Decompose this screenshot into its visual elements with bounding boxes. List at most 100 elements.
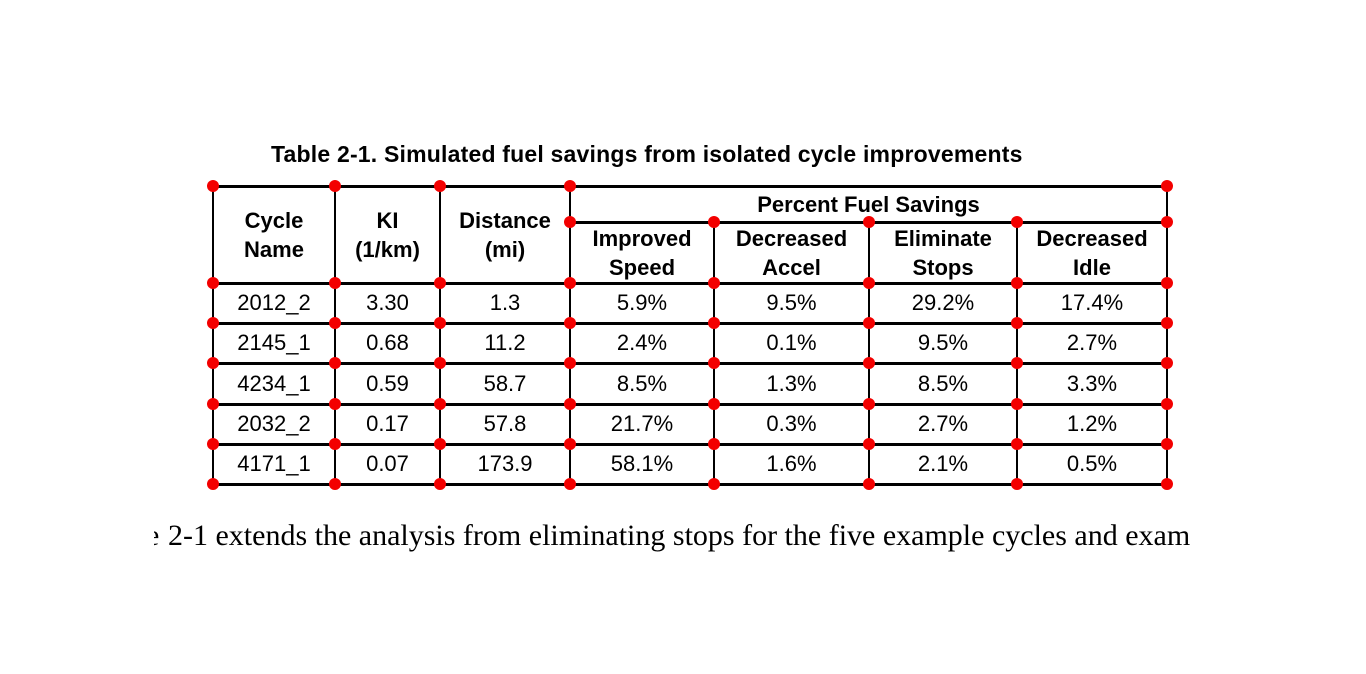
table-cell: 2.7%: [917, 411, 969, 436]
grid-keypoint-dot: [1011, 438, 1023, 450]
table-cell: 0.17: [366, 411, 409, 436]
grid-keypoint-dot: [1011, 277, 1023, 289]
grid-keypoint-dot: [329, 438, 341, 450]
grid-keypoint-dot: [564, 398, 576, 410]
grid-keypoint-dot: [1011, 357, 1023, 369]
table-cell: 58.1%: [610, 451, 674, 476]
table-cell: 2032_2: [237, 411, 311, 436]
table-cell: 17.4%: [1060, 290, 1124, 315]
grid-keypoint-dot: [564, 317, 576, 329]
grid-keypoint-dot: [207, 478, 219, 490]
table-cell: 5.9%: [616, 290, 668, 315]
grid-keypoint-dot: [207, 277, 219, 289]
grid-keypoint-dot: [708, 277, 720, 289]
table-border-line: [212, 442, 1168, 446]
grid-keypoint-dot: [863, 478, 875, 490]
table-cell: 2.7%: [1066, 330, 1118, 355]
grid-keypoint-dot: [434, 398, 446, 410]
grid-keypoint-dot: [329, 398, 341, 410]
grid-keypoint-dot: [207, 180, 219, 192]
grid-keypoint-dot: [564, 478, 576, 490]
grid-keypoint-dot: [1161, 277, 1173, 289]
table-cell: 57.8: [483, 411, 527, 436]
grid-keypoint-dot: [434, 277, 446, 289]
grid-keypoint-dot: [329, 277, 341, 289]
table-border-line: [1166, 184, 1168, 486]
grid-keypoint-dot: [708, 398, 720, 410]
grid-keypoint-dot: [564, 357, 576, 369]
grid-keypoint-dot: [329, 357, 341, 369]
table-border-line: [334, 184, 336, 486]
column-header: KI (1/km): [355, 207, 420, 262]
clipped-word-fragment: e: [154, 518, 162, 553]
table-cell: 3.30: [366, 290, 409, 315]
table-border-line: [1016, 220, 1018, 486]
grid-keypoint-dot: [863, 216, 875, 228]
table-cell: 3.3%: [1066, 370, 1118, 396]
table-caption: Table 2-1. Simulated fuel savings from i…: [271, 141, 1023, 167]
table-cell: 4171_1: [237, 451, 311, 476]
table-border-line: [212, 281, 1168, 285]
group-header: Percent Fuel Savings: [757, 191, 980, 217]
grid-keypoint-dot: [434, 478, 446, 490]
table-cell: 1.3%: [766, 370, 817, 396]
table-cell: 8.5%: [917, 370, 969, 396]
table-border-line: [439, 184, 441, 486]
grid-keypoint-dot: [1161, 398, 1173, 410]
grid-keypoint-dot: [1161, 478, 1173, 490]
table-cell: 1.3: [489, 290, 521, 315]
table-cell: 21.7%: [610, 411, 674, 436]
table-cell: 58.7: [483, 370, 527, 396]
grid-keypoint-dot: [708, 438, 720, 450]
body-text-line: 2-1 extends the analysis from eliminatin…: [168, 519, 1191, 552]
grid-keypoint-dot: [863, 438, 875, 450]
table-cell: 0.59: [366, 370, 409, 396]
grid-keypoint-dot: [329, 317, 341, 329]
column-header: Eliminate Stops: [894, 225, 992, 280]
table-cell: 2012_2: [237, 290, 311, 315]
table-cell: 173.9: [477, 451, 533, 476]
table-cell: 0.3%: [766, 411, 817, 436]
grid-keypoint-dot: [708, 216, 720, 228]
table-cell: 11.2: [484, 330, 526, 355]
table-border-line: [212, 184, 1168, 188]
grid-keypoint-dot: [1161, 317, 1173, 329]
grid-keypoint-dot: [1161, 216, 1173, 228]
table-cell: 1.6%: [766, 451, 817, 476]
table-border-line: [212, 321, 1168, 325]
table-border-line: [569, 184, 571, 486]
grid-keypoint-dot: [207, 398, 219, 410]
grid-keypoint-dot: [1011, 398, 1023, 410]
grid-keypoint-dot: [708, 357, 720, 369]
grid-keypoint-dot: [1011, 478, 1023, 490]
grid-keypoint-dot: [434, 357, 446, 369]
grid-keypoint-dot: [329, 180, 341, 192]
grid-keypoint-dot: [1161, 438, 1173, 450]
grid-keypoint-dot: [434, 438, 446, 450]
table-cell: 2.4%: [616, 330, 668, 355]
table-cell: 9.5%: [917, 330, 969, 355]
column-header: Decreased Idle: [1036, 225, 1148, 280]
grid-keypoint-dot: [434, 180, 446, 192]
grid-keypoint-dot: [434, 317, 446, 329]
grid-keypoint-dot: [863, 398, 875, 410]
grid-keypoint-dot: [708, 317, 720, 329]
table-border-line: [212, 184, 214, 486]
column-header: Cycle Name: [244, 207, 304, 262]
grid-keypoint-dot: [207, 317, 219, 329]
grid-keypoint-dot: [863, 277, 875, 289]
grid-keypoint-dot: [207, 438, 219, 450]
grid-keypoint-dot: [1011, 216, 1023, 228]
table-border-line: [212, 402, 1168, 406]
table-cell: 1.2%: [1066, 411, 1118, 436]
grid-keypoint-dot: [564, 180, 576, 192]
table-cell: 0.07: [366, 451, 409, 476]
grid-keypoint-dot: [863, 357, 875, 369]
column-header: Decreased Accel: [735, 225, 848, 280]
column-header: Improved Speed: [592, 225, 692, 280]
grid-keypoint-dot: [1011, 317, 1023, 329]
table-border-line: [212, 361, 1168, 365]
grid-keypoint-dot: [863, 317, 875, 329]
grid-keypoint-dot: [1161, 357, 1173, 369]
